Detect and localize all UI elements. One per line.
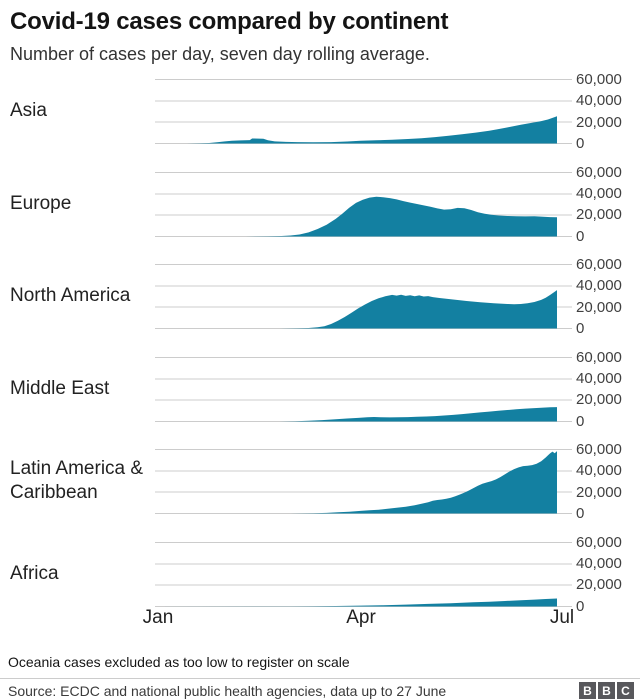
y-tick-label: 0 <box>576 505 585 522</box>
y-tick-label: 60,000 <box>576 256 622 273</box>
continent-label-middle-east: Middle East <box>10 377 110 399</box>
continent-label-latin-america-caribbean: Latin America & Caribbean <box>10 458 144 503</box>
area-chart-svg-north-america <box>155 264 572 329</box>
y-tick-labels-latin-america-caribbean: 0 20,000 40,000 60,000 <box>574 442 640 521</box>
y-tick-label: 20,000 <box>576 576 622 594</box>
y-tick-labels-asia: 0 20,000 40,000 60,000 <box>574 72 640 151</box>
area-shape-middle-east <box>155 406 557 421</box>
chart-header: Covid-19 cases compared by continent Num… <box>0 0 640 78</box>
y-tick-label: 60,000 <box>576 348 622 366</box>
chart-subtitle: Number of cases per day, seven day rolli… <box>10 44 430 64</box>
chart-panel-africa: Africa 0 20,000 40,000 60,000 <box>0 535 640 634</box>
y-tick-label: 40,000 <box>576 184 622 202</box>
page-title: Covid-19 cases compared by continent <box>10 8 449 35</box>
y-tick-label: 20,000 <box>576 391 622 409</box>
y-tick-label: 40,000 <box>576 554 622 572</box>
area-plot-north-america <box>155 263 572 330</box>
y-tick-labels-europe: 0 20,000 40,000 60,000 <box>574 165 640 244</box>
y-tick-label: 0 <box>576 412 585 430</box>
bbc-logo: B B C <box>579 682 634 699</box>
divider <box>0 678 640 679</box>
chart-panel-north-america: North America 0 20,000 40,000 60,000 <box>0 257 640 356</box>
area-plot-asia <box>155 78 572 145</box>
y-tick-labels-north-america: 0 20,000 40,000 60,000 <box>574 257 640 336</box>
y-tick-label: 60,000 <box>576 71 622 88</box>
area-shape-europe <box>155 196 557 236</box>
y-tick-label: 60,000 <box>576 163 622 181</box>
continent-label-asia: Asia <box>10 100 47 121</box>
chart-panel-middle-east: Middle East 0 20,000 40,000 60,000 <box>0 350 640 449</box>
continent-label-europe: Europe <box>10 192 72 214</box>
chart-panel-asia: Asia 0 20,000 40,000 60,000 <box>0 72 640 171</box>
footnote: Oceania cases excluded as too low to reg… <box>8 654 350 670</box>
source-text: Source: ECDC and national public health … <box>8 682 447 699</box>
source-row: Source: ECDC and national public health … <box>0 682 640 699</box>
area-chart-svg-middle-east <box>155 356 572 422</box>
area-shape-asia <box>155 116 557 144</box>
area-chart-svg-europe <box>155 171 572 237</box>
y-tick-label: 60,000 <box>576 441 622 458</box>
chart-panel-europe: Europe 0 20,000 40,000 60,000 <box>0 165 640 264</box>
area-plot-africa <box>155 541 572 608</box>
area-chart-svg-africa <box>155 541 572 607</box>
area-plot-middle-east <box>155 356 572 423</box>
bbc-logo-block-b2: B <box>598 682 615 699</box>
area-shape-north-america <box>155 290 557 329</box>
area-chart-svg-latin-america-caribbean <box>155 449 572 514</box>
area-chart-svg-asia <box>155 79 572 144</box>
y-tick-label: 0 <box>576 135 585 152</box>
y-tick-label: 20,000 <box>576 113 622 131</box>
y-tick-label: 40,000 <box>576 369 622 387</box>
y-tick-label: 20,000 <box>576 483 622 501</box>
y-tick-label: 0 <box>576 227 585 245</box>
y-tick-label: 20,000 <box>576 298 622 316</box>
y-tick-label: 40,000 <box>576 92 622 110</box>
area-shape-africa <box>155 598 557 606</box>
area-plot-latin-america-caribbean <box>155 448 572 515</box>
bbc-logo-block-b1: B <box>579 682 596 699</box>
y-tick-label: 20,000 <box>576 206 622 224</box>
area-plot-europe <box>155 171 572 238</box>
y-tick-label: 40,000 <box>576 277 622 295</box>
y-tick-label: 0 <box>576 597 585 615</box>
area-shape-latin-america-caribbean <box>155 451 557 514</box>
continent-label-north-america: North America <box>10 285 131 306</box>
chart-panel-latin-america-caribbean: Latin America & Caribbean 0 20,000 40,000 60… <box>0 442 640 541</box>
y-tick-labels-africa: 0 20,000 40,000 60,000 <box>574 535 640 614</box>
y-tick-label: 60,000 <box>576 533 622 551</box>
y-tick-label: 40,000 <box>576 462 622 480</box>
y-tick-labels-middle-east: 0 20,000 40,000 60,000 <box>574 350 640 429</box>
bbc-logo-block-c: C <box>617 682 634 699</box>
continent-label-africa: Africa <box>10 562 59 584</box>
chart-panels: Asia 0 20,000 40,000 60,000 Europe 0 20,000 40,0… <box>0 72 640 634</box>
y-tick-label: 0 <box>576 320 585 337</box>
